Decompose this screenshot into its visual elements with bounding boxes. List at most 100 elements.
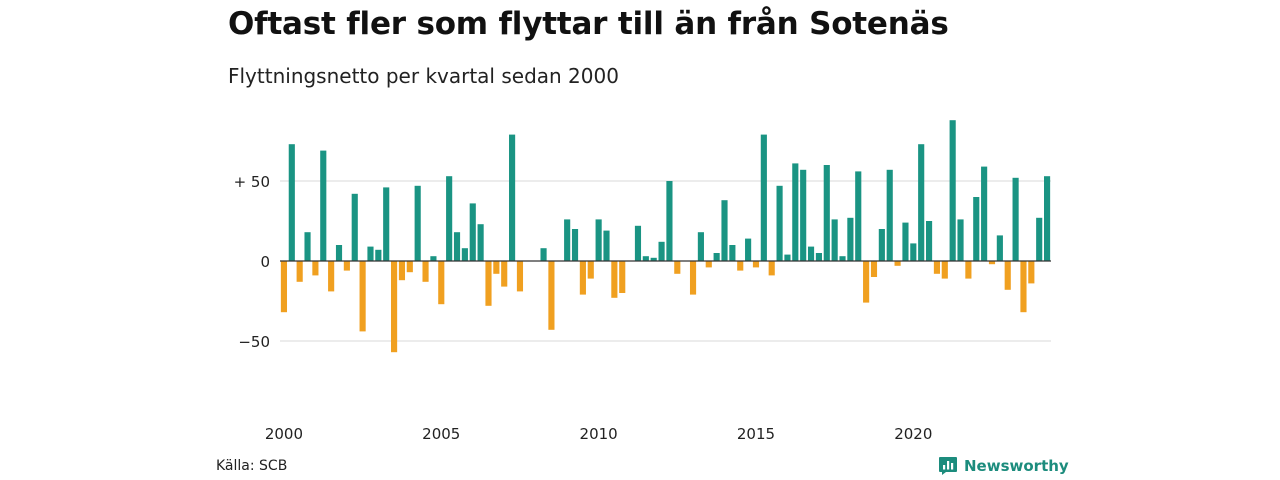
bar — [634, 225, 642, 261]
bar — [792, 163, 799, 261]
source-note: Källa: SCB — [216, 458, 288, 474]
bar — [1020, 261, 1027, 313]
bar — [894, 261, 901, 266]
x-tick-label: 2015 — [737, 425, 775, 443]
x-tick-label: 2005 — [422, 425, 460, 443]
bar — [721, 200, 728, 261]
y-tick-label: + 50 — [234, 173, 270, 191]
bar — [438, 261, 445, 305]
bar — [320, 150, 327, 261]
bar — [800, 169, 807, 261]
bar — [713, 253, 720, 261]
bar — [1044, 176, 1051, 261]
bar — [453, 232, 461, 261]
bar — [949, 120, 956, 261]
bar — [910, 243, 917, 261]
bar — [918, 144, 925, 261]
bar — [548, 261, 555, 330]
bar — [367, 246, 374, 261]
x-tick-label: 2010 — [580, 425, 618, 443]
y-tick-label: −50 — [238, 333, 270, 351]
bar — [776, 185, 783, 261]
bar — [288, 144, 295, 261]
bar — [941, 261, 948, 279]
bar — [579, 261, 586, 295]
bar — [957, 219, 964, 261]
bar — [1012, 177, 1019, 261]
bar — [807, 246, 815, 261]
bar — [981, 166, 988, 261]
bar — [516, 261, 524, 292]
newsworthy-logo[interactable]: Newsworthy — [938, 456, 1069, 476]
bar — [768, 261, 775, 276]
bar — [595, 219, 602, 261]
bar — [1004, 261, 1011, 290]
bar — [509, 134, 516, 261]
y-axis-labels: + 50 0 −50 — [234, 173, 270, 351]
bar — [745, 238, 752, 261]
bar — [398, 261, 406, 281]
bar — [933, 261, 940, 274]
bar — [839, 256, 846, 261]
bar — [603, 230, 610, 261]
y-tick-label: 0 — [260, 253, 270, 271]
bar — [697, 232, 704, 261]
bar — [831, 219, 838, 261]
brand-name: Newsworthy — [964, 457, 1069, 475]
bar — [485, 261, 492, 306]
bar — [729, 245, 736, 261]
x-axis-labels: 2000 2005 2010 2015 2020 — [265, 425, 933, 443]
bar — [391, 261, 398, 353]
bar — [666, 181, 673, 261]
bar — [304, 232, 311, 261]
bar — [760, 134, 767, 261]
bar — [564, 219, 571, 261]
bar — [359, 261, 366, 332]
bar — [1036, 217, 1043, 261]
newsworthy-chart-icon — [939, 457, 957, 475]
bar — [493, 261, 500, 274]
bar — [784, 254, 791, 261]
bar — [855, 171, 862, 261]
bar — [705, 261, 712, 268]
chart-subtitle: Flyttningsnetto per kvartal sedan 2000 — [228, 64, 619, 88]
bars — [280, 120, 1051, 353]
bar — [863, 261, 870, 303]
bar — [823, 165, 830, 261]
bar — [815, 253, 822, 261]
x-tick-label: 2020 — [894, 425, 932, 443]
bar — [351, 193, 358, 261]
bar — [446, 176, 453, 261]
bar — [925, 221, 933, 261]
bar — [540, 248, 547, 261]
bar — [642, 256, 649, 261]
bar — [422, 261, 429, 282]
bar — [328, 261, 335, 292]
bar — [988, 261, 996, 265]
bar — [847, 217, 854, 261]
bar — [296, 261, 303, 282]
bar — [737, 261, 744, 271]
bar — [335, 245, 343, 261]
bar — [469, 203, 476, 261]
bar — [611, 261, 618, 298]
bar — [886, 169, 893, 261]
x-tick-label: 2000 — [265, 425, 303, 443]
bar — [406, 261, 413, 273]
bar — [280, 261, 288, 313]
bar — [343, 261, 350, 271]
bar — [414, 185, 421, 261]
bar — [650, 257, 657, 261]
chart-title: Oftast fler som flyttar till än från Sot… — [228, 6, 949, 42]
bar — [312, 261, 319, 276]
bar — [1028, 261, 1035, 284]
bar — [375, 249, 382, 261]
bar — [996, 235, 1003, 261]
bar — [501, 261, 508, 287]
bar — [902, 222, 909, 261]
bar — [477, 224, 484, 261]
bar — [571, 229, 579, 261]
bar — [461, 248, 468, 261]
bar — [587, 261, 594, 279]
